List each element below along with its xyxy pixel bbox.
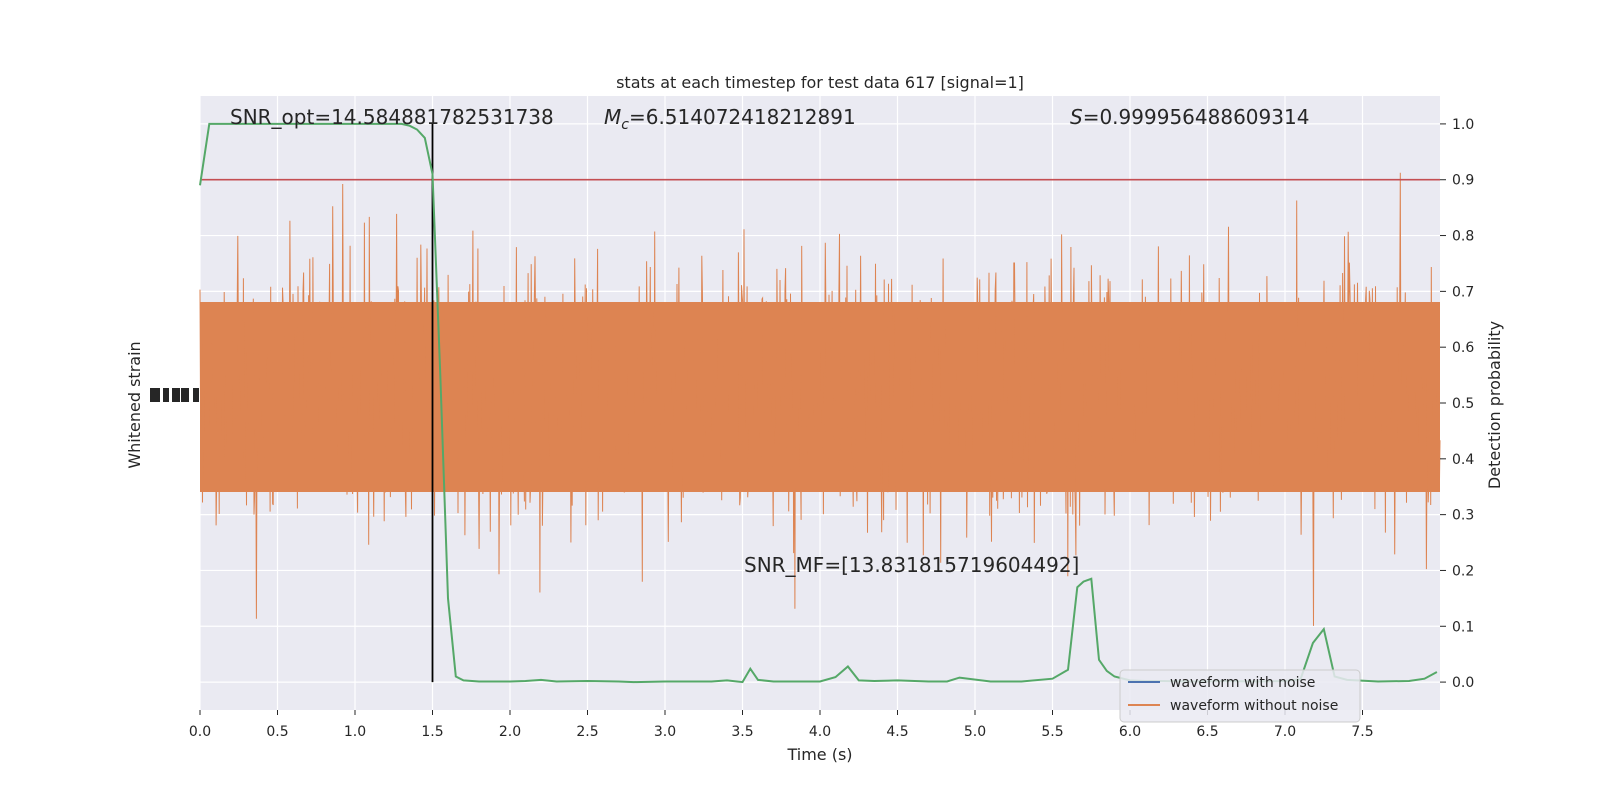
y-tick-label-8: 0.8 (1452, 229, 1474, 245)
annotation-chirp-mass: Mc=6.514072418212891 (604, 105, 856, 133)
x-tick-label-6: 3.0 (654, 724, 676, 740)
x-tick-label-8: 4.0 (809, 724, 831, 740)
y-tick-label-7: 0.7 (1452, 284, 1474, 300)
legend-label-with-noise: waveform with noise (1170, 675, 1315, 691)
x-tick-label-0: 0.0 (189, 724, 211, 740)
legend: waveform with noise waveform without noi… (1119, 669, 1361, 723)
y-tick-label-3: 0.3 (1452, 508, 1474, 524)
x-tick-label-2: 1.0 (344, 724, 366, 740)
left-axis-label: Whitened strain (125, 341, 144, 468)
s-symbol: S (1070, 105, 1083, 129)
x-tick-label-3: 1.5 (421, 724, 443, 740)
x-tick-label-9: 4.5 (886, 724, 908, 740)
x-tick-label-7: 3.5 (731, 724, 753, 740)
x-tick-label-5: 2.5 (576, 724, 598, 740)
x-tick-label-12: 6.0 (1119, 724, 1141, 740)
y-tick-label-10: 1.0 (1452, 117, 1474, 133)
x-tick-label-15: 7.5 (1351, 724, 1373, 740)
y-tick-label-5: 0.5 (1452, 396, 1474, 412)
annotation-snr-opt: SNR_opt=14.584881782531738 (230, 105, 554, 129)
x-tick-label-14: 7.0 (1274, 724, 1296, 740)
legend-box (1119, 669, 1361, 723)
y-tick-label-2: 0.2 (1452, 563, 1474, 579)
right-axis-label: Detection probability (1485, 321, 1504, 489)
left-tick-mark-2 (172, 388, 180, 402)
waveform-without-noise-line (199, 172, 1441, 626)
x-tick-label-1: 0.5 (266, 724, 288, 740)
x-axis-label: Time (s) (786, 745, 852, 764)
chart-title: stats at each timestep for test data 617… (616, 73, 1024, 92)
x-tick-label-11: 5.5 (1041, 724, 1063, 740)
legend-label-without-noise: waveform without noise (1170, 698, 1338, 714)
left-axis-ticks (150, 388, 199, 402)
mc-value: =6.514072418212891 (629, 105, 856, 129)
annotation-statistic: S=0.999956488609314 (1070, 105, 1309, 129)
y-tick-label-0: 0.0 (1452, 675, 1474, 691)
mc-symbol: M (604, 105, 621, 129)
x-tick-label-4: 2.0 (499, 724, 521, 740)
annotation-snr-mf: SNR_MF=[13.831815719604492] (744, 553, 1079, 577)
left-tick-mark-0 (150, 388, 160, 402)
x-axis-ticks: 0.0 0.5 1.0 1.5 2.0 2.5 3.0 3.5 4.0 4.5 5.0 5.5 6.0 6… (189, 710, 1374, 740)
y-tick-label-9: 0.9 (1452, 173, 1474, 189)
left-tick-mark-1 (163, 388, 169, 402)
y-tick-label-6: 0.6 (1452, 340, 1474, 356)
mc-subscript: c (621, 117, 629, 133)
y-tick-label-4: 0.4 (1452, 452, 1474, 468)
x-tick-label-13: 6.5 (1196, 724, 1218, 740)
y-tick-label-1: 0.1 (1452, 619, 1474, 635)
strain-layer (199, 172, 1441, 626)
left-tick-mark-3 (181, 388, 189, 402)
right-axis-ticks: 0.0 0.1 0.2 0.3 0.4 0.5 0.6 0.7 0.8 0.9 1.0 (1440, 117, 1474, 691)
x-tick-label-10: 5.0 (964, 724, 986, 740)
left-tick-mark-4 (193, 388, 199, 402)
s-value: =0.999956488609314 (1083, 105, 1310, 129)
